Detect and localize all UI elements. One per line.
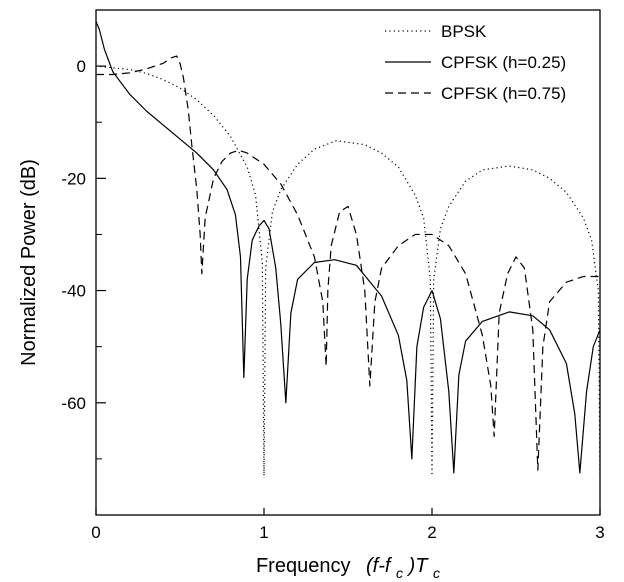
x-axis-label-math-sub: c [396,565,403,581]
x-axis-label-math-sub2: c [433,565,440,581]
y-tick-label: 0 [77,57,86,76]
series-layer [96,20,600,477]
y-tick-label: -40 [61,282,86,301]
y-tick-label: -20 [61,169,86,188]
plot-area-frame [95,9,601,516]
x-axis-label-word: Frequency [256,555,351,577]
legend-label: BPSK [441,22,487,41]
series-line-dotted [96,65,600,477]
x-axis-label-math-open: (f-f [366,555,393,577]
x-tick-label: 2 [427,523,436,542]
x-tick-label: 0 [91,523,100,542]
series-line-dashed [96,55,600,471]
legend-label: CPFSK (h=0.25) [441,53,566,72]
y-tick-label: -60 [61,394,86,413]
y-axis-label: Normalized Power (dB) [18,159,40,366]
legend: BPSK CPFSK (h=0.25) CPFSK (h=0.75) [385,22,566,103]
x-axis-label-math-close: )T [407,555,430,577]
x-tick-label: 1 [259,523,268,542]
x-axis-label: Frequency (f-f c )T c [256,555,440,582]
x-tick-label: 3 [595,523,604,542]
series-line-solid [96,20,600,474]
svg-text:Frequency (f-f c: Frequency (f-f c )T c [256,555,440,582]
axis-ticks: 0 1 2 3 0 -20 -40 -60 [61,9,605,542]
legend-label: CPFSK (h=0.75) [441,84,566,103]
